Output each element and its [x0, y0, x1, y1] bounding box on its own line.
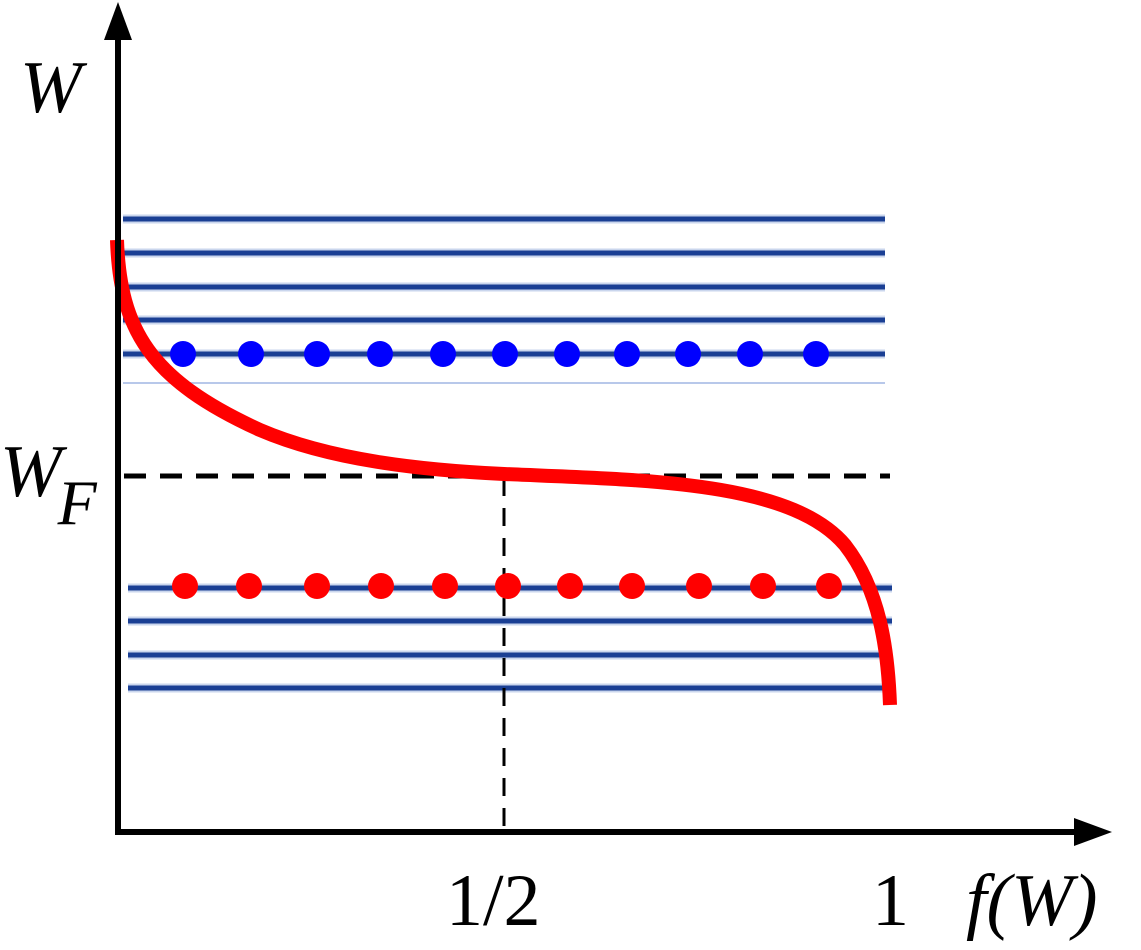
distribution-curve: [110, 239, 897, 706]
tick-label-one: 1: [872, 860, 909, 942]
y-axis-arrow-icon: [104, 2, 132, 40]
electron-dot: [367, 341, 393, 367]
hole-dot: [619, 573, 645, 599]
electron-dot: [492, 341, 518, 367]
electron-dot: [614, 341, 640, 367]
electron-dot: [803, 341, 829, 367]
fermi-level-label: WF: [0, 431, 98, 538]
electron-dot: [238, 341, 264, 367]
fermi-level-subscript: F: [57, 467, 98, 538]
electron-dot: [675, 341, 701, 367]
y-axis-label: W: [20, 47, 88, 129]
electron-dot: [304, 341, 330, 367]
lower-band-holes: [172, 573, 842, 599]
hole-dot: [686, 573, 712, 599]
electron-dot: [554, 341, 580, 367]
hole-dot: [816, 573, 842, 599]
hole-dot: [750, 573, 776, 599]
electron-dot: [170, 341, 196, 367]
fermi-level-main: W: [0, 431, 68, 513]
electron-dot: [430, 341, 456, 367]
hole-dot: [368, 573, 394, 599]
hole-dot: [495, 573, 521, 599]
hole-dot: [557, 573, 583, 599]
tick-label-half: 1/2: [446, 860, 541, 942]
x-axis-arrow-icon: [1074, 818, 1112, 846]
hole-dot: [172, 573, 198, 599]
hole-dot: [304, 573, 330, 599]
lower-band: [128, 583, 892, 693]
electron-dot: [737, 341, 763, 367]
hole-dot: [432, 573, 458, 599]
upper-band-electrons: [170, 341, 829, 367]
hole-dot: [236, 573, 262, 599]
x-axis-label: f(W): [966, 860, 1098, 942]
